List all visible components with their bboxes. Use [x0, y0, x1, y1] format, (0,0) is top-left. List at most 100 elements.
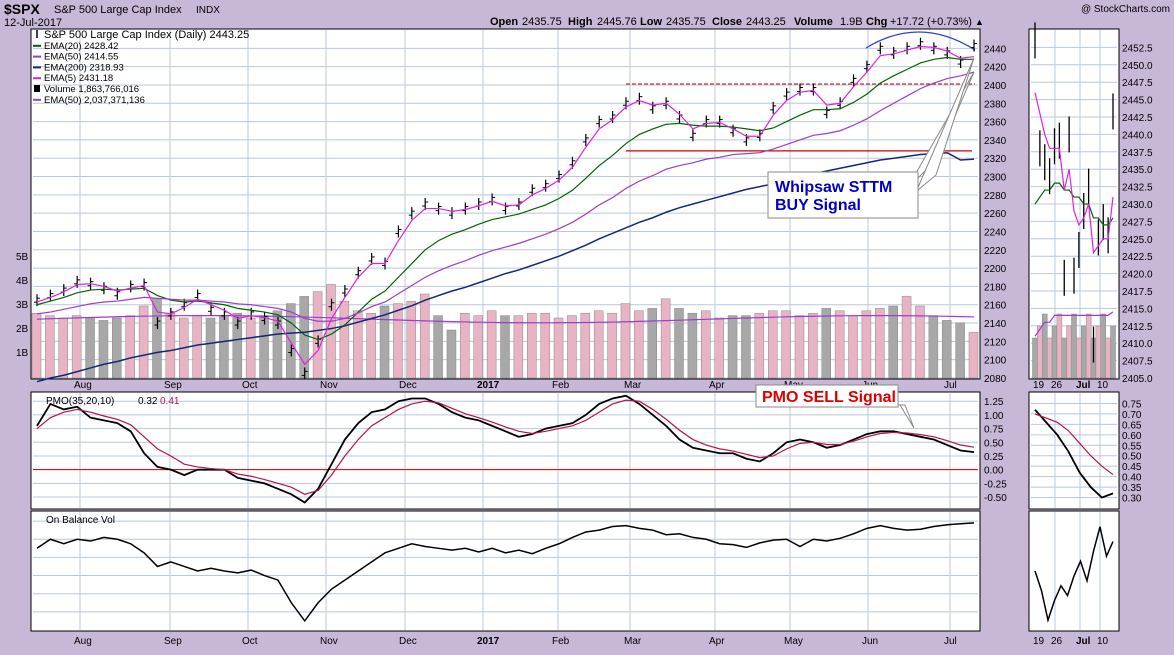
- pmo-tick-6: 1.00: [984, 411, 1004, 422]
- legend-label-0: S&P 500 Large Cap Index (Daily) 2443.25: [44, 29, 249, 41]
- watermark: @ StockCharts.com: [1081, 4, 1170, 15]
- volume-bar-50: [701, 310, 711, 379]
- pmo-value-1: 0.32: [138, 396, 158, 407]
- zoom-volume-bar-4: [1051, 325, 1058, 379]
- volume-bar-21: [312, 291, 323, 379]
- legend-label-6: EMA(50) 2,037,371,136: [44, 95, 145, 106]
- pmo-zoom-tick-7: 0.65: [1122, 420, 1142, 431]
- zoom-tick-11: 2432.5: [1122, 183, 1153, 194]
- x-label-1-8: Apr: [709, 636, 725, 647]
- legend-label-5: Volume 1,863,766,016: [44, 84, 139, 95]
- volume-bar-7: [125, 315, 135, 379]
- price-tick-9: 2260: [984, 209, 1007, 220]
- volume-bar-10: [165, 312, 176, 379]
- volume-bar-0: [31, 312, 42, 379]
- volume-bar-62: [861, 310, 872, 379]
- chg-arrow-icon: ▲: [975, 17, 984, 27]
- quote-bar: Open 2435.75 High 2445.76 Low 2435.75 Cl…: [490, 16, 984, 28]
- x-label-1-3: Nov: [320, 636, 338, 647]
- zoom-tick-15: 2442.5: [1122, 113, 1153, 124]
- zoom-tick-19: 2452.5: [1122, 43, 1153, 54]
- volume-bar-32: [460, 312, 470, 379]
- low-value: 2435.75: [666, 16, 706, 28]
- pmo-zoom-tick-8: 0.70: [1122, 410, 1142, 421]
- x-label-1-0: Aug: [74, 636, 92, 647]
- volume-tick-0: 1B: [16, 348, 29, 359]
- symbol: $SPX: [4, 1, 40, 17]
- callout-line-1: Whipsaw STTM: [775, 179, 892, 196]
- price-tick-18: 2440: [984, 44, 1007, 55]
- volume-bar-27: [393, 303, 403, 379]
- obv-zoom-panel: [1028, 510, 1120, 632]
- price-tick-4: 2160: [984, 301, 1007, 312]
- pmo-zoom-tick-0: 0.30: [1122, 494, 1142, 505]
- volume-bar-54: [754, 312, 765, 379]
- x-label-1-10: Jun: [862, 636, 878, 647]
- price-tick-5: 2180: [984, 282, 1007, 293]
- volume-bar-69: [955, 322, 965, 379]
- zoom-tick-8: 2425.0: [1122, 235, 1153, 246]
- zoom-series-line-2: [1034, 311, 1114, 337]
- zoom-tick-10: 2430.0: [1122, 200, 1153, 211]
- volume-bar-29: [419, 293, 430, 379]
- pmo-panel: [30, 391, 981, 510]
- volume-bar-36: [513, 315, 524, 379]
- price-tick-10: 2280: [984, 191, 1007, 202]
- x-label-0-4: Dec: [399, 380, 417, 391]
- volume-bar-5: [98, 320, 109, 379]
- price-tick-16: 2400: [984, 81, 1007, 92]
- x-label-1-4: Dec: [399, 636, 417, 647]
- volume-bar-16: [245, 317, 256, 379]
- pmo-label: PMO(35,20,10) 0.32 0.41: [46, 396, 180, 407]
- x-label-0-7: Mar: [624, 380, 642, 391]
- close-label: Close: [712, 16, 742, 28]
- volume-bar-33: [473, 315, 483, 379]
- zoom-volume-bar-0: [1032, 337, 1038, 379]
- volume-bar-67: [928, 315, 939, 379]
- zoom-volume-bar-13: [1095, 325, 1102, 379]
- x-label-0-1: Sep: [164, 380, 182, 391]
- x-label-0-0: Aug: [74, 380, 92, 391]
- volume-bar-51: [714, 317, 724, 379]
- price-tick-8: 2240: [984, 227, 1007, 238]
- legend-swatch-5: [34, 85, 40, 92]
- legend-label-4: EMA(5) 2431.18: [44, 73, 113, 84]
- zoom-tick-9: 2427.5: [1122, 217, 1153, 228]
- volume-bar-60: [834, 310, 845, 379]
- zoom-tick-6: 2420.0: [1122, 270, 1153, 281]
- index-name: S&P 500 Large Cap Index: [54, 4, 182, 16]
- volume-bar-70: [968, 332, 979, 379]
- pmo-tick-2: 0.00: [984, 466, 1004, 477]
- volume-bar-19: [286, 303, 296, 379]
- price-tick-0: 2080: [984, 374, 1007, 385]
- pmo-line-1: [36, 399, 975, 495]
- zoom-series-line-3: [1034, 92, 1114, 255]
- volume-bar-30: [433, 315, 443, 379]
- volume-tick-1: 2B: [16, 324, 29, 335]
- volume-bar-52: [727, 315, 738, 379]
- pmo-tick-5: 0.75: [984, 425, 1004, 436]
- volume-bar-47: [660, 298, 671, 379]
- pmo-zoom-tick-6: 0.60: [1122, 431, 1142, 442]
- volume-bar-28: [406, 300, 417, 379]
- price-tick-2: 2120: [984, 337, 1007, 348]
- pmo-callout-pointer: [896, 404, 915, 429]
- legend-label-3: EMA(200) 2318.93: [44, 62, 124, 73]
- volume-bar-63: [875, 308, 885, 379]
- volume-tick-2: 3B: [16, 300, 29, 311]
- zoom-tick-2: 2410.0: [1122, 339, 1153, 350]
- pmo-tick-3: 0.25: [984, 452, 1004, 463]
- volume-bar-48: [674, 308, 684, 379]
- price-tick-12: 2320: [984, 154, 1007, 165]
- zoom-tick-12: 2435.0: [1122, 165, 1153, 176]
- top-arc: [865, 31, 976, 51]
- volume-bar-3: [71, 315, 82, 379]
- price-tick-13: 2340: [984, 136, 1007, 147]
- volume-tick-3: 4B: [16, 276, 29, 287]
- zoom-tick-17: 2447.5: [1122, 78, 1153, 89]
- volume-bar-43: [607, 312, 617, 379]
- volume-value: 1.9B: [840, 16, 863, 28]
- volume-bar-42: [593, 310, 604, 379]
